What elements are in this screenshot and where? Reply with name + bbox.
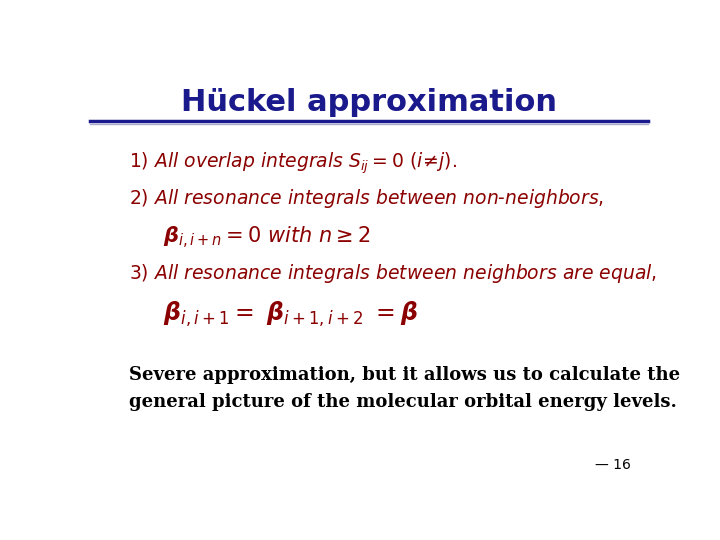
Text: $\mathit{3)\ All\ resonance\ integrals\ between\ neighbors\ are\ equal,}$: $\mathit{3)\ All\ resonance\ integrals\ …: [129, 262, 657, 285]
Text: $\mathit{1)\ All\ overlap\ integrals\ }S_{ij}\mathit{=0\ (i\!\neq\! j).}$: $\mathit{1)\ All\ overlap\ integrals\ }S…: [129, 150, 457, 176]
Text: $\boldsymbol{\beta}_{i,i+1}\mathit{=}\ \boldsymbol{\beta}_{i+1,i+2}\ \mathit{=}\: $\boldsymbol{\beta}_{i,i+1}\mathit{=}\ \…: [163, 300, 418, 329]
Text: $\mathit{2)\ All\ resonance\ integrals\ between\ non\text{-}neighbors,}$: $\mathit{2)\ All\ resonance\ integrals\ …: [129, 187, 604, 211]
Text: Hückel approximation: Hückel approximation: [181, 87, 557, 117]
Text: — 16: — 16: [595, 458, 631, 472]
Text: Severe approximation, but it allows us to calculate the
general picture of the m: Severe approximation, but it allows us t…: [129, 366, 680, 410]
Text: $\boldsymbol{\beta}_{i,i+n}\mathit{=0\ with\ n\geq 2}$: $\boldsymbol{\beta}_{i,i+n}\mathit{=0\ w…: [163, 225, 370, 251]
